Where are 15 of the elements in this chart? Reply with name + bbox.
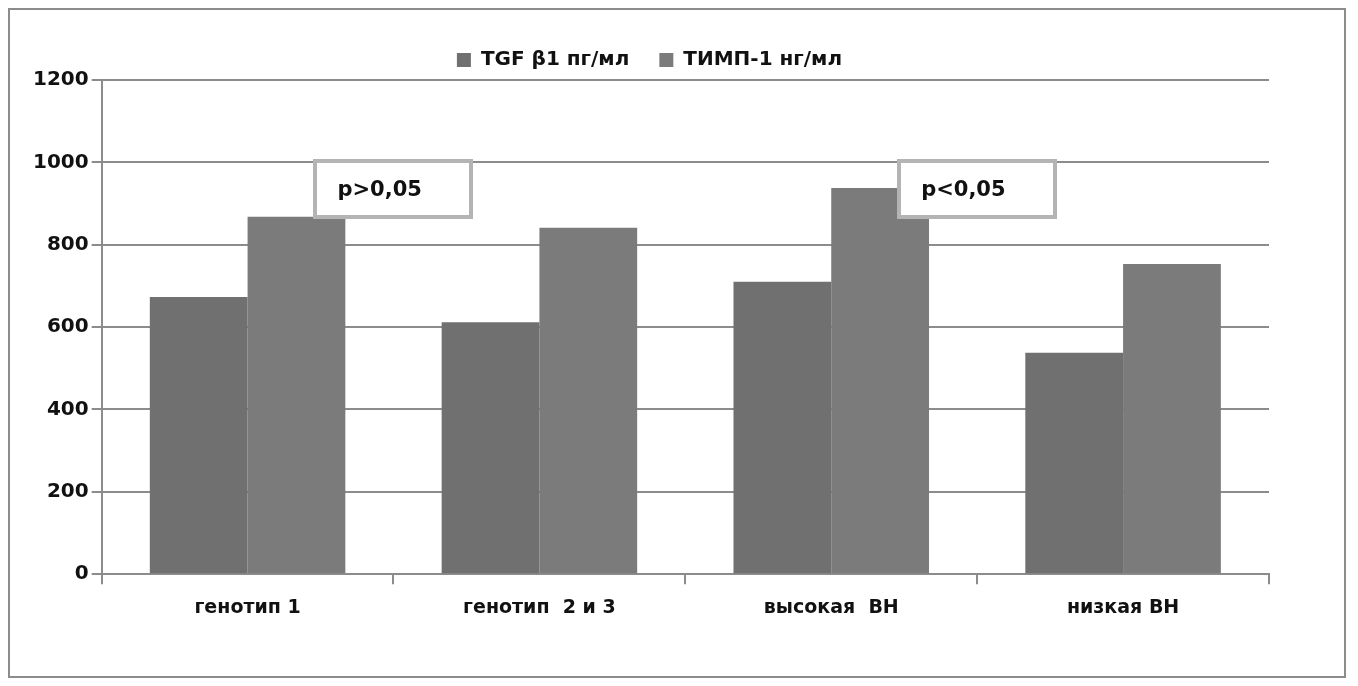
y-tick-label: 1200: [32, 66, 89, 91]
x-tick-label: генотип 2 и 3: [463, 594, 616, 617]
x-tick-label: низкая ВН: [1066, 594, 1180, 617]
y-tick-label: 0: [74, 560, 89, 585]
y-tick-label: 600: [46, 313, 89, 338]
text-box: p>0,05: [313, 158, 474, 219]
y-tick-label: 400: [46, 395, 89, 420]
y-tick-label: 200: [46, 478, 89, 503]
legend-label: TGF β1 пг/мл: [480, 46, 630, 71]
text-box: p<0,05: [897, 158, 1058, 219]
y-tick-label: 1000: [32, 148, 89, 173]
y-tick-label: 800: [46, 230, 89, 255]
x-tick-label: генотип 1: [194, 594, 301, 617]
legend-label: ТИМП-1 нг/мл: [683, 46, 843, 71]
x-tick-label: высокая ВН: [763, 594, 899, 617]
